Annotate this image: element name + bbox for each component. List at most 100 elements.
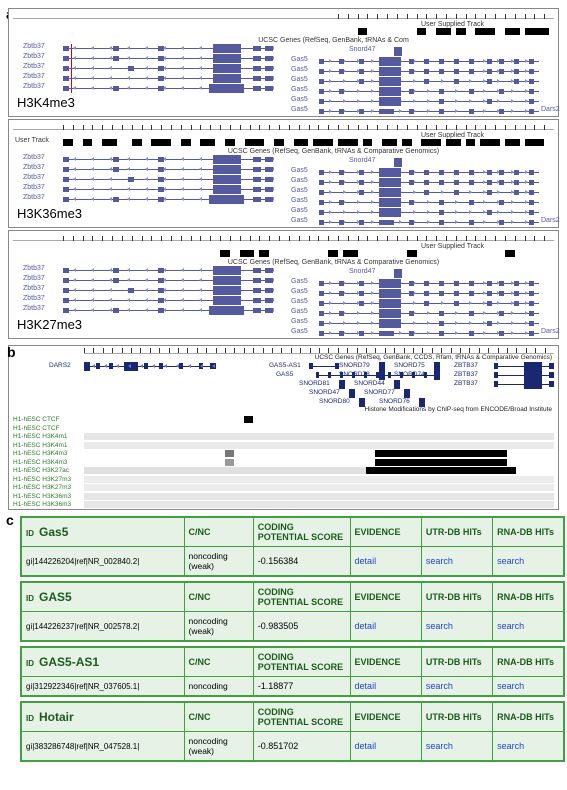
cell-cnc-header: C/NC bbox=[184, 702, 253, 732]
ucsc-title: UCSC Genes (RefSeq, GenBank, tRNAs & Com… bbox=[13, 259, 554, 266]
gene-lane-snord: Snord47 bbox=[9, 158, 554, 167]
cell-evidence-header: EVIDENCE bbox=[350, 702, 421, 732]
gene-lane-gas5: Gas5 bbox=[9, 208, 554, 217]
b-gene-ZBTB37: ZBTB37 bbox=[84, 371, 554, 379]
cell-cnc: noncoding bbox=[184, 677, 253, 697]
b-ucsc-title: UCSC Genes (RefSeq, GenBank, CCDS, Rfam,… bbox=[315, 354, 552, 361]
user-track-title: User Supplied Track bbox=[13, 132, 554, 139]
b-hist-row bbox=[84, 442, 554, 450]
cell-evidence-link[interactable]: detail bbox=[350, 677, 421, 697]
cell-accession: gi|312922346|ref|NR_037605.1| bbox=[21, 677, 184, 697]
cell-score-header: CODING POTENTIAL SCORE bbox=[253, 582, 350, 612]
ruler bbox=[13, 11, 554, 19]
b-gene-ZBTB37: ZBTB37 bbox=[84, 380, 554, 388]
b-gene-SNORD76: SNORD76 bbox=[84, 398, 554, 406]
ucsc-title: UCSC Genes (RefSeq, GenBank, tRNAs & Com… bbox=[13, 148, 554, 155]
gene-label-gas5: Gas5 bbox=[291, 217, 308, 224]
cell-utr-link[interactable]: search bbox=[421, 677, 492, 697]
ucsc-title: UCSC Genes (RefSeq, GenBank, tRNAs & Com bbox=[13, 37, 554, 44]
panel-b-label: b bbox=[7, 344, 16, 360]
cell-accession: gi|144226204|ref|NR_002840.2| bbox=[21, 547, 184, 577]
histone-label: H3K4me3 bbox=[17, 95, 75, 110]
b-hist-row bbox=[84, 501, 554, 509]
cell-rna-link[interactable]: search bbox=[493, 547, 564, 577]
b-hist-row-label: H1-hESC H3K36m3 bbox=[13, 501, 71, 508]
cell-evidence-header: EVIDENCE bbox=[350, 582, 421, 612]
b-hist-row-label: H1-hESC CTCF bbox=[13, 416, 60, 423]
cell-id-header: ID GAS5-AS1 bbox=[21, 647, 184, 677]
gene-lane-gas5: Gas5 bbox=[9, 309, 554, 318]
cell-id-header: ID GAS5 bbox=[21, 582, 184, 612]
gene-lane-gas5: Gas5 bbox=[9, 198, 554, 207]
cell-rna-link[interactable]: search bbox=[493, 612, 564, 642]
cell-utr-link[interactable]: search bbox=[421, 547, 492, 577]
b-hist-row bbox=[84, 493, 554, 501]
b-hist-row bbox=[84, 476, 554, 484]
cell-rna-header: RNA-DB HITs bbox=[493, 582, 564, 612]
cell-utr-header: UTR-DB HITs bbox=[421, 582, 492, 612]
user-track-lane bbox=[63, 250, 554, 258]
cell-accession: gi|383286748|ref|NR_047528.1| bbox=[21, 732, 184, 762]
cell-evidence-header: EVIDENCE bbox=[350, 647, 421, 677]
b-hist-row bbox=[84, 433, 554, 441]
gene-lane-gas5: Gas5 bbox=[9, 188, 554, 197]
gene-lane-gas5: Gas5Dars2 bbox=[9, 107, 554, 116]
cell-cnc-header: C/NC bbox=[184, 517, 253, 547]
gene-lane-gas5: Gas5 bbox=[9, 178, 554, 187]
cell-evidence-link[interactable]: detail bbox=[350, 547, 421, 577]
cpc-table-GAS5: ID GAS5C/NCCODING POTENTIAL SCOREEVIDENC… bbox=[20, 581, 565, 642]
cell-evidence-link[interactable]: detail bbox=[350, 732, 421, 762]
gene-lane-gas5: Gas5 bbox=[9, 299, 554, 308]
cpc-table-Hotair: ID HotairC/NCCODING POTENTIAL SCOREEVIDE… bbox=[20, 701, 565, 762]
cell-rna-link[interactable]: search bbox=[493, 677, 564, 697]
gene-label-gas5: Gas5 bbox=[291, 96, 308, 103]
b-hist-row bbox=[84, 484, 554, 492]
cell-utr-link[interactable]: search bbox=[421, 732, 492, 762]
panel-c: c ID Gas5C/NCCODING POTENTIAL SCOREEVIDE… bbox=[8, 516, 559, 762]
gene-name: GAS5 bbox=[39, 590, 72, 604]
ruler bbox=[13, 233, 554, 241]
gene-lane-gas5: Gas5Dars2 bbox=[9, 329, 554, 338]
cpc-table-GAS5-AS1: ID GAS5-AS1C/NCCODING POTENTIAL SCOREEVI… bbox=[20, 646, 565, 697]
gene-label-snord: Snord47 bbox=[349, 268, 375, 275]
b-hist-row bbox=[84, 467, 554, 475]
b-hist-row bbox=[84, 450, 554, 458]
gene-label-gas5: Gas5 bbox=[291, 167, 308, 174]
cell-evidence-header: EVIDENCE bbox=[350, 517, 421, 547]
gene-lane-gas5: Gas5 bbox=[9, 168, 554, 177]
cell-evidence-link[interactable]: detail bbox=[350, 612, 421, 642]
cell-score: -1.18877 bbox=[253, 677, 350, 697]
user-track-title: User Supplied Track bbox=[13, 21, 554, 28]
cell-utr-header: UTR-DB HITs bbox=[421, 647, 492, 677]
cell-rna-link[interactable]: search bbox=[493, 732, 564, 762]
user-track-label: User Track bbox=[15, 137, 49, 144]
cell-score-header: CODING POTENTIAL SCORE bbox=[253, 517, 350, 547]
user-track-lane bbox=[63, 28, 554, 36]
b-hist-row-label: H1-hESC H3K4m3 bbox=[13, 450, 68, 457]
gene-label-gas5: Gas5 bbox=[291, 318, 308, 325]
cpc-table-Gas5: ID Gas5C/NCCODING POTENTIAL SCOREEVIDENC… bbox=[20, 516, 565, 577]
cell-cnc: noncoding (weak) bbox=[184, 547, 253, 577]
gene-label-dars2: Dars2 bbox=[541, 328, 560, 335]
gene-name: GAS5-AS1 bbox=[39, 655, 99, 669]
gene-label-dars2: Dars2 bbox=[541, 217, 560, 224]
b-hist-row-label: H1-hESC H3K36m3 bbox=[13, 493, 71, 500]
b-hist-row bbox=[84, 416, 554, 424]
gene-label-gas5: Gas5 bbox=[291, 298, 308, 305]
gene-lane-gas5: Gas5Dars2 bbox=[9, 218, 554, 227]
panel-a-track-H3K4me3: User Supplied Track UCSC Genes (RefSeq, G… bbox=[8, 8, 559, 117]
gene-label-gas5: Gas5 bbox=[291, 76, 308, 83]
gene-label-gas5: Gas5 bbox=[291, 86, 308, 93]
cell-utr-link[interactable]: search bbox=[421, 612, 492, 642]
cell-cnc-header: C/NC bbox=[184, 647, 253, 677]
b-hist-row-label: H1-hESC H3K4m1 bbox=[13, 442, 68, 449]
gene-label-gas5: Gas5 bbox=[291, 187, 308, 194]
ruler bbox=[13, 122, 554, 130]
gene-label-gas5: Gas5 bbox=[291, 328, 308, 335]
b-hist-row bbox=[84, 425, 554, 433]
cell-score: -0.851702 bbox=[253, 732, 350, 762]
gene-lane-gas5: Gas5 bbox=[9, 57, 554, 66]
gene-lane-gas5: Gas5 bbox=[9, 319, 554, 328]
panel-b: b UCSC Genes (RefSeq, GenBank, CCDS, Rfa… bbox=[8, 345, 559, 510]
panel-c-label: c bbox=[6, 512, 14, 528]
